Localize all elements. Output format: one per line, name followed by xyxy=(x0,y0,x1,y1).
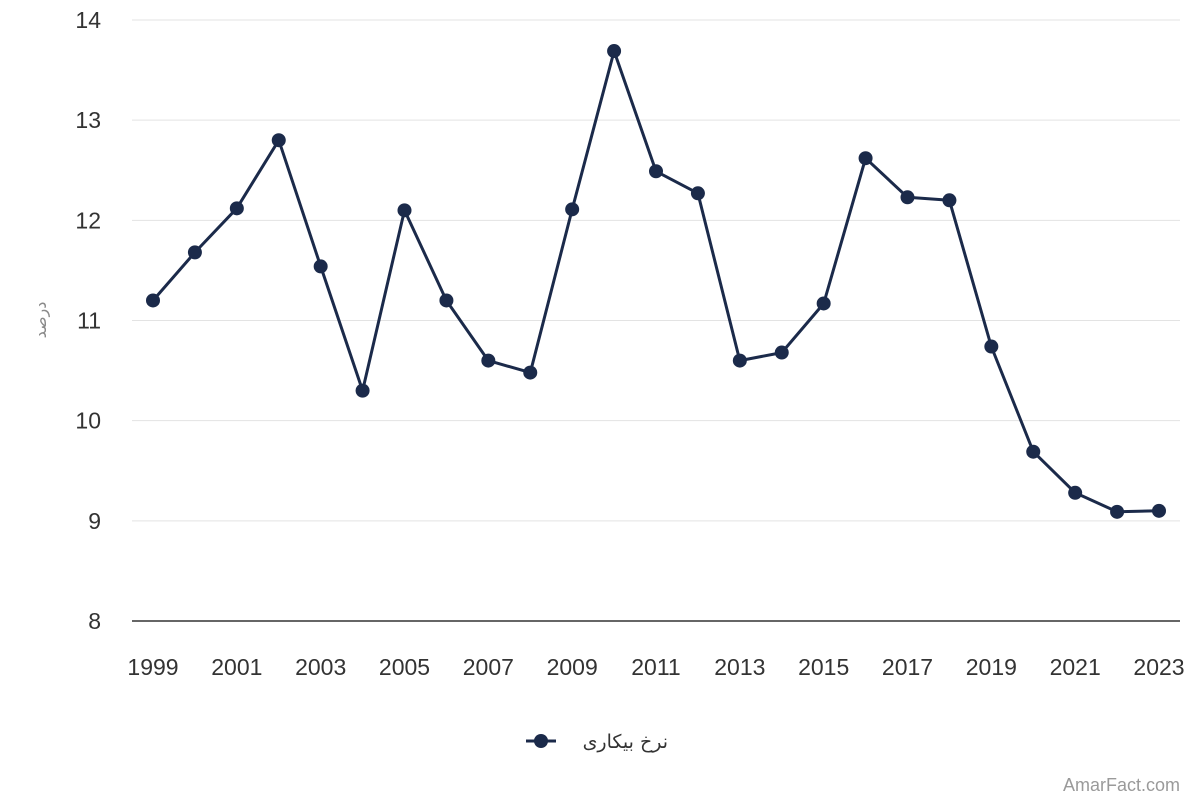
series-layer xyxy=(146,44,1166,519)
data-point xyxy=(565,202,580,217)
x-tick-label: 2019 xyxy=(966,654,1017,680)
x-tick-label: 2021 xyxy=(1050,654,1101,680)
data-point xyxy=(649,164,663,179)
data-point xyxy=(1152,503,1166,518)
x-tick-label: 2011 xyxy=(631,654,680,680)
data-point xyxy=(1110,504,1125,519)
y-tick-label: 8 xyxy=(88,608,101,634)
y-tick-label: 11 xyxy=(77,308,101,334)
gridlines xyxy=(132,19,1180,622)
data-point xyxy=(984,339,999,354)
x-tick-label: 2003 xyxy=(295,654,346,680)
x-tick-label: 2001 xyxy=(211,654,262,680)
data-point xyxy=(1068,485,1083,500)
x-tick-label: 2005 xyxy=(379,654,430,680)
x-tick-label: 1999 xyxy=(127,654,178,680)
data-point xyxy=(481,353,496,368)
x-tick-label: 2023 xyxy=(1133,654,1184,680)
data-point xyxy=(355,383,370,398)
y-tick-label: 13 xyxy=(75,107,101,133)
data-point xyxy=(690,186,705,201)
x-tick-label: 2013 xyxy=(714,654,765,680)
data-point xyxy=(523,365,538,380)
legend-marker-swatch xyxy=(534,734,548,748)
data-point xyxy=(229,201,244,216)
y-tick-label: 10 xyxy=(75,408,101,434)
x-tick-label: 2009 xyxy=(547,654,598,680)
y-axis-ticks: 8 9 10 11 12 13 14 xyxy=(75,7,101,634)
legend[interactable]: نرخ بیکاری xyxy=(526,731,668,753)
data-point xyxy=(397,203,412,218)
x-tick-label: 2015 xyxy=(798,654,849,680)
data-point xyxy=(816,296,831,311)
data-point xyxy=(774,345,789,360)
watermark: AmarFact.com xyxy=(1063,775,1180,795)
data-point xyxy=(146,293,160,308)
y-axis-title: درصد xyxy=(31,302,51,339)
x-tick-label: 2017 xyxy=(882,654,933,680)
data-point xyxy=(858,151,873,166)
data-point xyxy=(187,245,202,260)
x-tick-label: 2007 xyxy=(463,654,514,680)
data-point xyxy=(271,133,286,148)
legend-label: نرخ بیکاری xyxy=(583,731,668,753)
y-tick-label: 14 xyxy=(75,7,101,33)
data-point xyxy=(607,44,622,59)
y-tick-label: 12 xyxy=(75,207,101,233)
data-point xyxy=(942,193,957,208)
data-point xyxy=(1026,444,1041,459)
data-point xyxy=(313,259,328,274)
data-point xyxy=(439,293,454,308)
data-point xyxy=(900,190,915,205)
x-axis-ticks: 1999 2001 2003 2005 2007 2009 2011 2013 2015 2017… xyxy=(127,654,1184,680)
y-tick-label: 9 xyxy=(88,508,101,534)
data-point xyxy=(732,353,747,368)
